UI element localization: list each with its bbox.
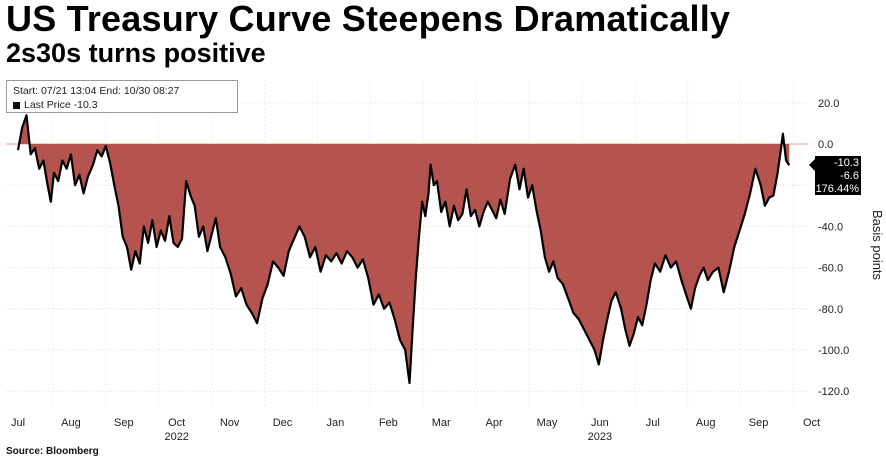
- year-label: 2023: [588, 431, 612, 443]
- year-labels: 2022 2023: [164, 431, 612, 443]
- y-tick-label: -100.0: [818, 345, 849, 357]
- last-price-label: Last Price -10.3: [24, 99, 98, 111]
- year-label: 2022: [164, 431, 188, 443]
- x-tick-label: Dec: [273, 417, 293, 429]
- y-tick-label: -80.0: [818, 304, 843, 316]
- date-range: Start: 07/21 13:04 End: 10/30 08:27: [13, 85, 180, 97]
- x-tick-label: Nov: [220, 417, 240, 429]
- series-line: [16, 114, 791, 385]
- svg-text:-176.44%: -176.44%: [812, 183, 859, 195]
- series-swatch-icon: [13, 101, 20, 109]
- y-tick-label: -40.0: [818, 221, 843, 233]
- x-tick-label: Aug: [696, 417, 716, 429]
- svg-text:-10.3: -10.3: [834, 157, 859, 169]
- chart-title: US Treasury Curve Steepens Dramatically: [6, 0, 731, 39]
- x-tick-label: Jul: [11, 417, 25, 429]
- series-area: [18, 115, 790, 383]
- x-tick-label: Oct: [803, 417, 820, 429]
- value-label: -6.6: [815, 169, 861, 182]
- value-label: -10.3: [815, 156, 861, 169]
- x-tick-label: Oct: [168, 417, 185, 429]
- x-tick-label: Apr: [486, 417, 503, 429]
- y-tick-label: -120.0: [818, 386, 849, 398]
- x-tick-label: Aug: [61, 417, 81, 429]
- y-axis-label: Basis points: [870, 210, 885, 281]
- x-tick-label: Mar: [432, 417, 451, 429]
- x-tick-label: Jul: [646, 417, 660, 429]
- x-tick-label: Sep: [749, 417, 769, 429]
- x-tick-label: Feb: [379, 417, 398, 429]
- y-tick-label: 20.0: [818, 98, 839, 110]
- svg-text:-6.6: -6.6: [840, 170, 859, 182]
- y-axis: 20.00.0-20.0-40.0-60.0-80.0-100.0-120.0: [818, 98, 849, 398]
- value-labels: -10.3-6.6-176.44%: [809, 156, 861, 195]
- x-axis: Jul Aug Sep Oct Nov Dec Jan Feb Mar Apr May Jun Jul A…: [11, 417, 820, 429]
- y-tick-label: 0.0: [818, 139, 833, 151]
- x-tick-label: Sep: [114, 417, 134, 429]
- last-price-arrow-icon: [809, 159, 815, 171]
- value-label: -176.44%: [812, 182, 861, 195]
- chart-subtitle: 2s30s turns positive: [6, 38, 266, 68]
- x-tick-label: Jan: [327, 417, 345, 429]
- x-tick-label: Jun: [591, 417, 609, 429]
- info-box: Start: 07/21 13:04 End: 10/30 08:27 Last…: [6, 80, 238, 113]
- x-tick-label: May: [537, 417, 558, 429]
- source-note: Source: Bloomberg: [6, 446, 99, 457]
- y-tick-label: -60.0: [818, 263, 843, 275]
